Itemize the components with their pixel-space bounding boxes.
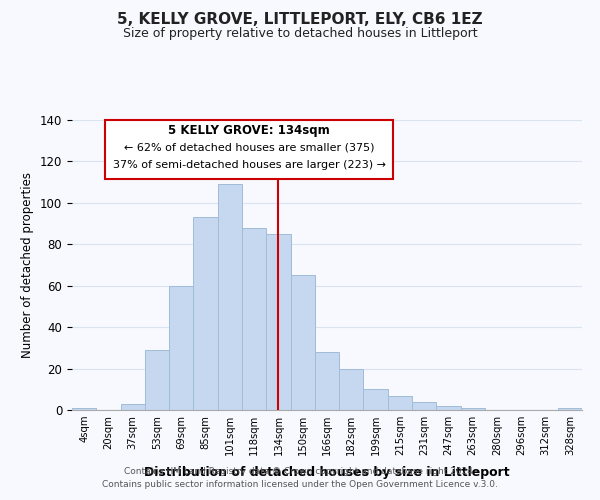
FancyBboxPatch shape <box>105 120 394 180</box>
Bar <box>558 408 582 410</box>
Text: Contains public sector information licensed under the Open Government Licence v.: Contains public sector information licen… <box>102 480 498 489</box>
Bar <box>388 396 412 410</box>
Text: Size of property relative to detached houses in Littleport: Size of property relative to detached ho… <box>122 28 478 40</box>
Bar <box>193 218 218 410</box>
Text: 37% of semi-detached houses are larger (223) →: 37% of semi-detached houses are larger (… <box>113 160 386 170</box>
Bar <box>242 228 266 410</box>
Bar <box>145 350 169 410</box>
Y-axis label: Number of detached properties: Number of detached properties <box>22 172 34 358</box>
Bar <box>218 184 242 410</box>
Text: ← 62% of detached houses are smaller (375): ← 62% of detached houses are smaller (37… <box>124 142 374 152</box>
Bar <box>436 406 461 410</box>
Bar <box>364 390 388 410</box>
Bar <box>266 234 290 410</box>
Text: 5 KELLY GROVE: 134sqm: 5 KELLY GROVE: 134sqm <box>169 124 330 138</box>
Bar <box>121 404 145 410</box>
Bar <box>315 352 339 410</box>
Bar <box>290 276 315 410</box>
Bar <box>169 286 193 410</box>
Text: 5, KELLY GROVE, LITTLEPORT, ELY, CB6 1EZ: 5, KELLY GROVE, LITTLEPORT, ELY, CB6 1EZ <box>117 12 483 28</box>
Bar <box>412 402 436 410</box>
Text: Contains HM Land Registry data © Crown copyright and database right 2024.: Contains HM Land Registry data © Crown c… <box>124 467 476 476</box>
Bar <box>72 408 96 410</box>
X-axis label: Distribution of detached houses by size in Littleport: Distribution of detached houses by size … <box>144 466 510 479</box>
Bar <box>461 408 485 410</box>
Bar <box>339 368 364 410</box>
